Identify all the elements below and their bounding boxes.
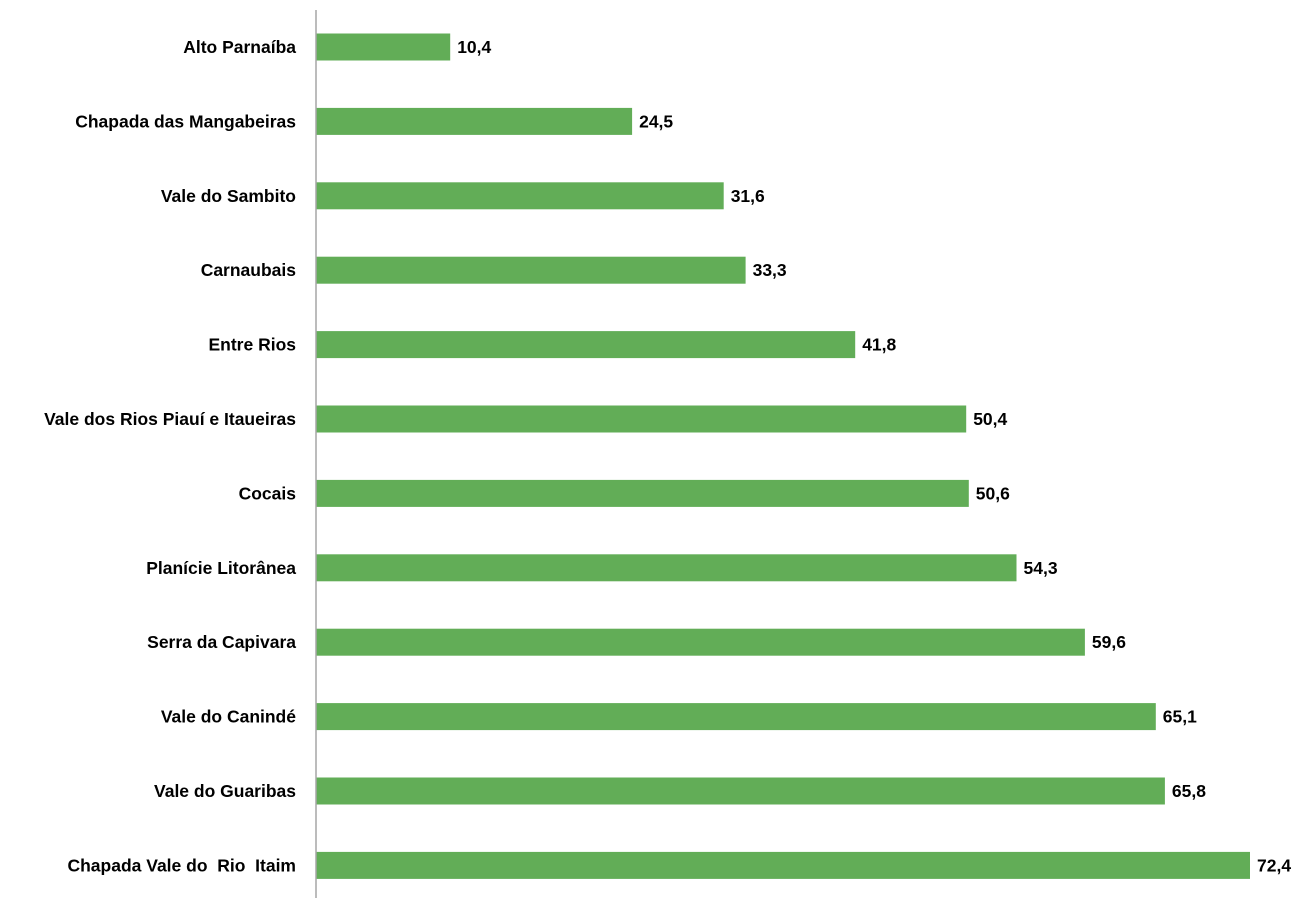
category-label: Serra da Capivara [147, 632, 296, 652]
value-label: 41,8 [862, 335, 896, 355]
bar [316, 182, 724, 210]
value-label: 65,1 [1163, 707, 1197, 727]
value-label: 10,4 [457, 37, 491, 57]
category-label: Planície Litorânea [146, 558, 296, 578]
value-label: 54,3 [1024, 558, 1058, 578]
value-label: 59,6 [1092, 632, 1126, 652]
value-labels: 10,4 24,5 31,6 33,3 41,8 50,4 50,6 54,3 59,6 65,1… [457, 37, 1291, 875]
value-label: 65,8 [1172, 781, 1206, 801]
category-label: Chapada Vale do Rio Itaim [67, 855, 296, 875]
value-label: 31,6 [731, 186, 765, 206]
bar [316, 777, 1165, 805]
bar [316, 851, 1250, 879]
bar [316, 405, 967, 433]
bar [316, 628, 1085, 656]
bar [316, 256, 746, 284]
bars-layer [316, 33, 1250, 879]
value-label: 24,5 [639, 111, 673, 131]
bar [316, 479, 969, 507]
category-label: Vale do Guaribas [154, 781, 296, 801]
value-label: 50,6 [976, 483, 1010, 503]
bar [316, 554, 1017, 582]
bar [316, 331, 856, 359]
bar [316, 703, 1156, 731]
bar [316, 33, 451, 61]
category-label: Carnaubais [201, 260, 297, 280]
category-labels: Alto Parnaíba Chapada das Mangabeiras Vale… [44, 37, 296, 875]
category-label: Vale dos Rios Piauí e Itaueiras [44, 409, 296, 429]
bar [316, 107, 633, 135]
category-label: Alto Parnaíba [183, 37, 296, 57]
value-label: 33,3 [753, 260, 787, 280]
value-label: 72,4 [1257, 855, 1291, 875]
category-label: Vale do Sambito [161, 186, 296, 206]
category-label: Vale do Canindé [161, 707, 296, 727]
category-label: Entre Rios [208, 335, 296, 355]
category-label: Chapada das Mangabeiras [75, 111, 296, 131]
value-label: 50,4 [973, 409, 1007, 429]
category-label: Cocais [239, 483, 297, 503]
